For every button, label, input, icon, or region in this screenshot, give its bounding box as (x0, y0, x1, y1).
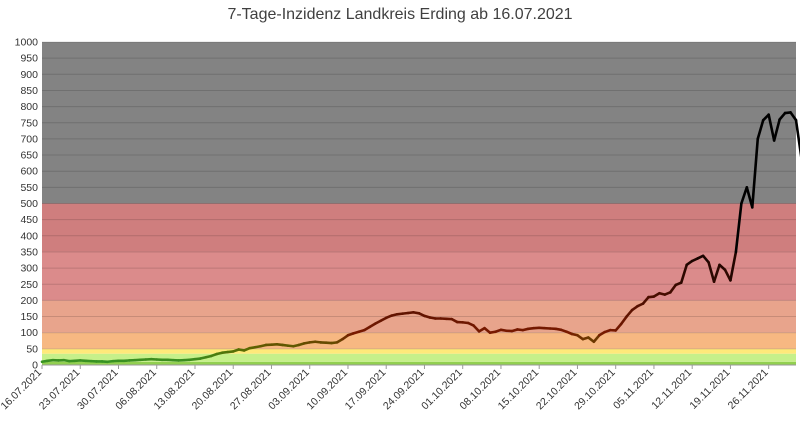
y-tick-label: 200 (20, 295, 38, 307)
series-line-segment (669, 283, 678, 294)
band-3 (42, 332, 796, 349)
y-tick-label: 400 (20, 230, 38, 242)
y-tick-label: 850 (20, 85, 38, 97)
y-tick-label: 750 (20, 117, 38, 129)
y-tick-label: 50 (26, 343, 38, 355)
series-line-segment (707, 260, 716, 283)
y-tick-label: 900 (20, 69, 38, 81)
x-tick-label: 05.11.2021 (611, 367, 656, 412)
band-6 (42, 203, 796, 252)
series-line-segment (701, 254, 710, 264)
y-tick-label: 100 (20, 327, 38, 339)
band-1 (42, 353, 796, 362)
y-tick-label: 250 (20, 279, 38, 291)
series-line-segment (794, 118, 800, 158)
y-tick-label: 700 (20, 133, 38, 145)
y-tick-label: 650 (20, 150, 38, 162)
x-tick-label: 26.11.2021 (726, 367, 771, 412)
series-line-segment (734, 202, 743, 254)
series-line-segment (614, 322, 623, 332)
series-line-segment (679, 263, 689, 284)
y-tick-label: 350 (20, 246, 38, 258)
y-tick-label: 600 (20, 166, 38, 178)
series-line-segment (619, 315, 628, 326)
y-tick-label: 1000 (15, 37, 39, 49)
series-line-segment (789, 111, 798, 122)
y-tick-label: 150 (20, 311, 38, 323)
series-line-segment (712, 263, 721, 283)
band-2 (42, 348, 796, 354)
series-line-segment (472, 324, 481, 333)
y-tick-label: 500 (20, 198, 38, 210)
x-tick-label: 12.11.2021 (649, 367, 694, 412)
series-line-segment (592, 333, 601, 344)
band-0 (42, 361, 796, 365)
series-line-segment (772, 118, 781, 142)
series-line-segment (778, 111, 787, 121)
band-4 (42, 300, 796, 333)
series-line-segment (767, 113, 776, 142)
series-line-segment (740, 186, 749, 205)
y-tick-label: 0 (32, 360, 38, 372)
series-line-segment (729, 250, 738, 282)
series-line-segment (625, 308, 634, 318)
y-tick-label: 450 (20, 214, 38, 226)
series-line-segment (750, 137, 760, 209)
y-tick-label: 550 (20, 182, 38, 194)
series-line-segment (641, 295, 650, 305)
series-line-segment (756, 118, 765, 141)
y-tick-label: 950 (20, 53, 38, 65)
y-tick-label: 300 (20, 263, 38, 275)
chart-title: 7-Tage-Inzidenz Landkreis Erding ab 16.0… (227, 6, 573, 23)
x-tick-label: 29.10.2021 (572, 367, 618, 413)
band-7 (42, 42, 796, 204)
x-tick-label: 19.11.2021 (687, 367, 732, 412)
y-tick-label: 800 (20, 101, 38, 113)
